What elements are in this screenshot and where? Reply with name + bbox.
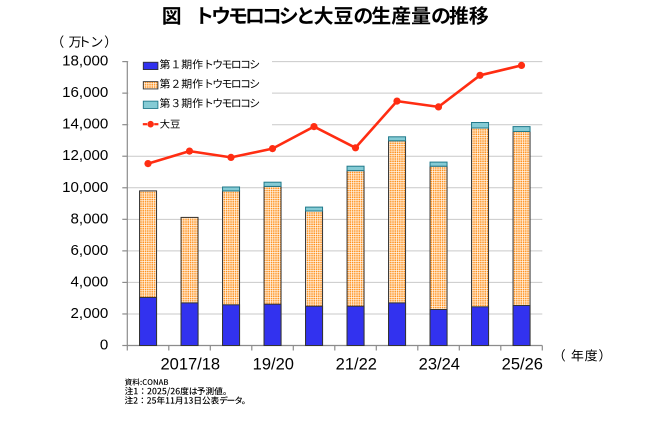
- svg-text:2017/18: 2017/18: [160, 355, 220, 373]
- svg-text:6,000: 6,000: [71, 242, 109, 259]
- svg-text:2,000: 2,000: [71, 305, 109, 322]
- svg-text:14,000: 14,000: [62, 116, 108, 133]
- svg-text:23/24: 23/24: [419, 355, 460, 373]
- svg-text:0: 0: [100, 337, 108, 354]
- svg-text:25/26: 25/26: [502, 355, 543, 373]
- svg-text:4,000: 4,000: [71, 273, 109, 290]
- svg-text:12,000: 12,000: [62, 147, 108, 164]
- svg-text:18,000: 18,000: [62, 53, 108, 70]
- svg-text:21/22: 21/22: [336, 355, 377, 373]
- svg-text:16,000: 16,000: [62, 84, 108, 101]
- svg-text:8,000: 8,000: [71, 210, 109, 227]
- svg-text:19/20: 19/20: [253, 355, 294, 373]
- svg-text:10,000: 10,000: [62, 179, 108, 196]
